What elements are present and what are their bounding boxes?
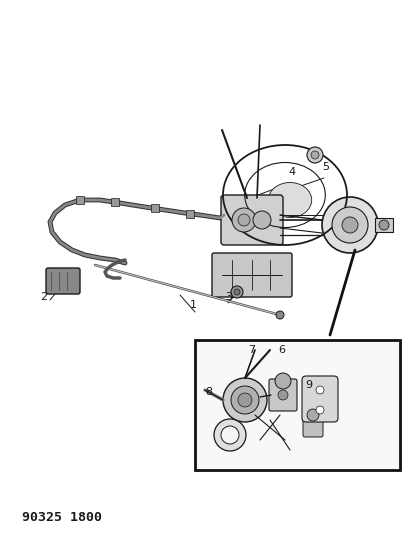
Circle shape xyxy=(221,426,239,444)
FancyBboxPatch shape xyxy=(269,379,297,411)
Circle shape xyxy=(332,207,368,243)
Text: 2: 2 xyxy=(40,292,47,302)
Circle shape xyxy=(275,373,291,389)
Circle shape xyxy=(278,390,288,400)
Circle shape xyxy=(234,289,240,295)
Circle shape xyxy=(232,208,256,232)
Text: 8: 8 xyxy=(205,387,212,397)
Text: 7: 7 xyxy=(248,345,255,355)
Circle shape xyxy=(316,406,324,414)
FancyBboxPatch shape xyxy=(221,195,283,245)
FancyBboxPatch shape xyxy=(212,253,292,297)
Text: 4: 4 xyxy=(288,167,295,177)
Ellipse shape xyxy=(268,182,312,217)
FancyBboxPatch shape xyxy=(303,413,323,437)
Text: 3: 3 xyxy=(225,292,232,302)
Bar xyxy=(151,204,159,212)
Circle shape xyxy=(276,311,284,319)
Bar xyxy=(195,340,400,470)
Text: 1: 1 xyxy=(190,300,197,310)
Circle shape xyxy=(342,217,358,233)
Circle shape xyxy=(253,211,271,229)
Circle shape xyxy=(379,220,389,230)
Text: 5: 5 xyxy=(322,162,329,172)
Text: 90325 1800: 90325 1800 xyxy=(22,511,103,523)
Bar xyxy=(186,210,194,218)
Circle shape xyxy=(307,409,319,421)
Circle shape xyxy=(231,386,259,414)
Circle shape xyxy=(238,393,252,407)
Text: 6: 6 xyxy=(278,345,285,355)
FancyBboxPatch shape xyxy=(46,268,80,294)
Circle shape xyxy=(307,147,323,163)
Circle shape xyxy=(311,151,319,159)
Circle shape xyxy=(231,286,243,298)
Circle shape xyxy=(238,214,250,226)
Text: 9: 9 xyxy=(305,380,312,390)
FancyBboxPatch shape xyxy=(302,376,338,422)
Circle shape xyxy=(322,197,378,253)
Circle shape xyxy=(316,386,324,394)
Bar xyxy=(76,196,84,204)
Bar xyxy=(111,198,119,206)
Bar xyxy=(375,218,393,232)
Circle shape xyxy=(223,378,267,422)
Circle shape xyxy=(214,419,246,451)
